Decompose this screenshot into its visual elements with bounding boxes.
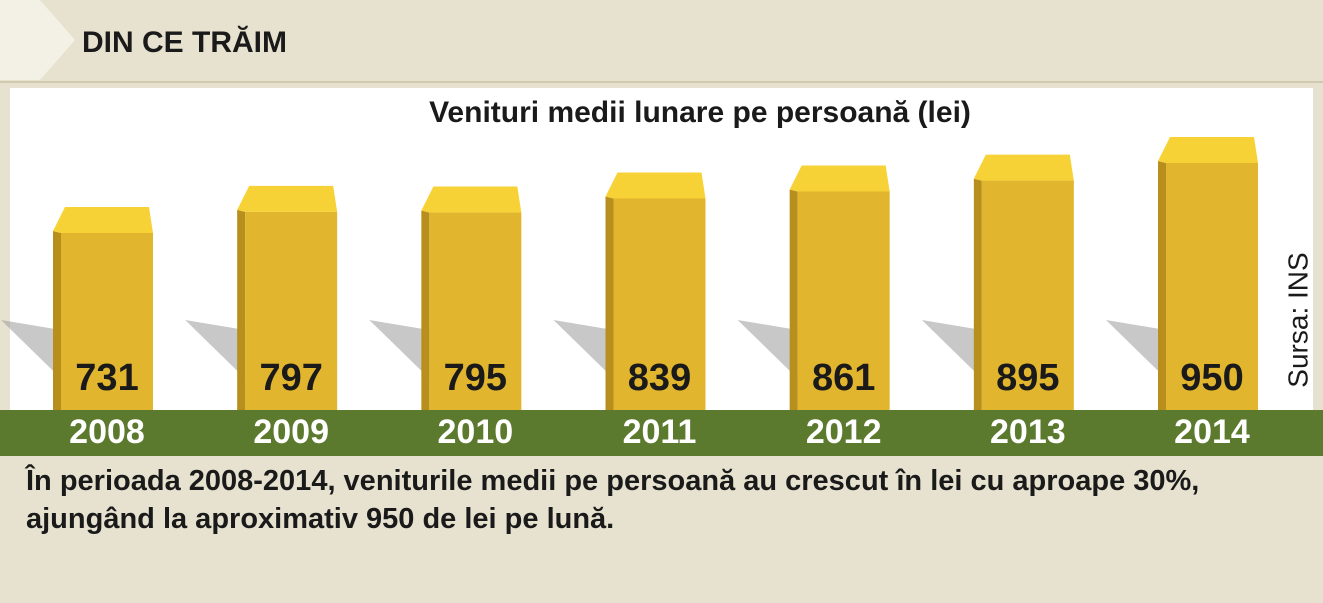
bar-side (53, 231, 61, 410)
category-band (0, 410, 1323, 456)
header-arrow (0, 0, 75, 80)
value-label: 797 (259, 357, 322, 399)
bar-top (421, 186, 522, 213)
bar-side (605, 196, 614, 410)
bar-top (789, 165, 890, 192)
bar-side (789, 189, 798, 410)
bar-side (421, 210, 430, 410)
caption: În perioada 2008-2014, veniturile medii … (26, 465, 1200, 535)
x-tick-label: 2012 (806, 413, 882, 451)
bars: 731 2008 797 2009 795 2010 839 2011 861 2012 895 20… (1, 137, 1258, 451)
source: Sursa: INS (1282, 252, 1313, 387)
x-tick-label: 2013 (990, 413, 1066, 451)
bar-shadow (369, 320, 462, 410)
value-label: 861 (812, 357, 875, 399)
x-tick-label: 2014 (1174, 413, 1250, 451)
bar (245, 211, 338, 410)
bar-top (605, 172, 706, 199)
bar (613, 198, 706, 410)
value-label: 839 (628, 357, 691, 399)
header-title: DIN CE TRĂIM (82, 25, 287, 59)
value-label: 731 (75, 357, 138, 399)
bar-top (237, 185, 338, 212)
bar (61, 233, 153, 410)
x-tick-label: 2011 (623, 413, 697, 451)
x-tick-label: 2009 (253, 413, 329, 451)
bar (797, 191, 890, 410)
bar-top (1158, 137, 1258, 163)
value-label: 950 (1180, 357, 1243, 399)
bar (1166, 163, 1258, 410)
bar-side (1158, 161, 1166, 410)
x-tick-label: 2008 (69, 413, 145, 451)
x-tick-label: 2010 (438, 413, 514, 451)
chart-title: Venituri medii lunare pe persoană (lei) (429, 96, 971, 129)
bar-side (973, 178, 982, 410)
value-label: 795 (444, 357, 507, 399)
bar (981, 180, 1074, 410)
value-label: 895 (996, 357, 1059, 399)
bar (429, 212, 522, 410)
bar-top (53, 207, 153, 233)
bar-top (973, 154, 1074, 181)
bar-side (237, 209, 246, 410)
